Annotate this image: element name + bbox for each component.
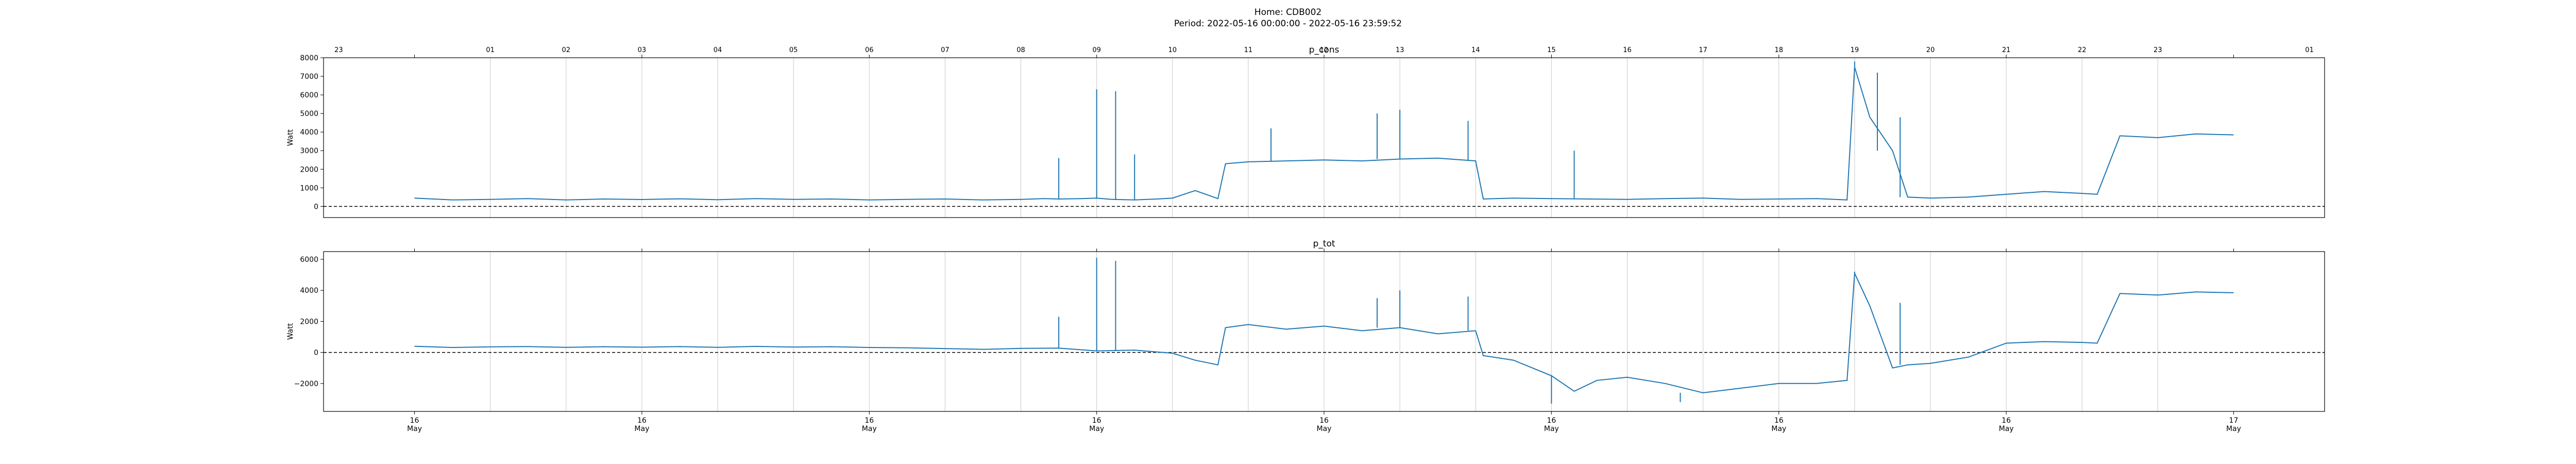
y-tick-label: 7000: [300, 73, 318, 81]
y-tick-label: 0: [314, 349, 318, 357]
y-tick-label: 3000: [300, 147, 318, 155]
top-hour-tick-label: 21: [2002, 46, 2011, 54]
y-tick-label: 4000: [300, 287, 318, 295]
series-line: [414, 67, 2234, 201]
x-tick-label-month: May: [1999, 425, 2014, 433]
figure-title: Home: CDB002: [1254, 7, 1322, 18]
top-hour-tick-label: 12: [1320, 46, 1329, 54]
x-tick-label-day: 17: [2229, 417, 2239, 425]
top-hour-tick-label: 02: [562, 46, 571, 54]
top-hour-tick-label: 08: [1016, 46, 1025, 54]
y-tick-label: 8000: [300, 54, 318, 62]
x-tick-label-month: May: [1089, 425, 1104, 433]
top-hour-tick-label: 15: [1547, 46, 1556, 54]
top-hour-tick-label: 17: [1699, 46, 1707, 54]
top-hour-tick-label: 23: [2154, 46, 2162, 54]
top-hour-tick-label: 23: [334, 46, 343, 54]
x-tick-label-day: 16: [410, 417, 419, 425]
x-tick-label-day: 16: [1547, 417, 1556, 425]
top-hour-tick-label: 19: [1851, 46, 1859, 54]
x-tick-label-month: May: [1544, 425, 1559, 433]
top-hour-tick-label: 01: [486, 46, 495, 54]
subplot-title: p_tot: [1313, 239, 1335, 249]
top-hour-tick-label: 18: [1774, 46, 1783, 54]
x-tick-label-month: May: [634, 425, 649, 433]
x-tick-label-month: May: [407, 425, 422, 433]
figure-subtitle: Period: 2022-05-16 00:00:00 - 2022-05-16…: [1174, 19, 1402, 29]
y-axis-label: Watt: [286, 129, 295, 146]
y-tick-label: −2000: [294, 380, 318, 388]
x-tick-label-month: May: [1317, 425, 1332, 433]
top-hour-tick-label: 10: [1168, 46, 1177, 54]
top-hour-tick-label: 20: [1926, 46, 1935, 54]
y-tick-label: 2000: [300, 318, 318, 326]
top-hour-tick-label: 09: [1092, 46, 1101, 54]
top-hour-tick-label: 22: [2078, 46, 2087, 54]
top-hour-tick-label: 14: [1471, 46, 1480, 54]
y-axis-label: Watt: [286, 323, 295, 340]
subplot-title: p_cons: [1309, 45, 1340, 55]
top-hour-tick-label: 05: [789, 46, 798, 54]
top-hour-tick-label: 07: [941, 46, 950, 54]
top-hour-tick-label: 01: [2305, 46, 2314, 54]
x-tick-label-day: 16: [865, 417, 874, 425]
y-tick-label: 0: [314, 203, 318, 211]
top-hour-tick-label: 03: [638, 46, 647, 54]
x-tick-label-day: 16: [637, 417, 647, 425]
y-tick-label: 5000: [300, 110, 318, 118]
top-hour-tick-label: 04: [714, 46, 722, 54]
top-hour-tick-label: 06: [865, 46, 874, 54]
x-tick-label-month: May: [2226, 425, 2241, 433]
top-hour-tick-label: 13: [1396, 46, 1404, 54]
y-tick-label: 2000: [300, 165, 318, 174]
x-tick-label-day: 16: [1092, 417, 1101, 425]
x-tick-label-day: 16: [1319, 417, 1329, 425]
y-tick-label: 1000: [300, 184, 318, 192]
top-hour-tick-label: 11: [1244, 46, 1253, 54]
y-tick-label: 4000: [300, 128, 318, 137]
y-tick-label: 6000: [300, 91, 318, 100]
x-tick-label-month: May: [862, 425, 877, 433]
x-tick-label-day: 16: [2002, 417, 2011, 425]
top-hour-tick-label: 16: [1623, 46, 1632, 54]
series-line: [414, 271, 2234, 393]
x-tick-label-month: May: [1771, 425, 1786, 433]
x-tick-label-day: 16: [1774, 417, 1784, 425]
y-tick-label: 6000: [300, 256, 318, 264]
